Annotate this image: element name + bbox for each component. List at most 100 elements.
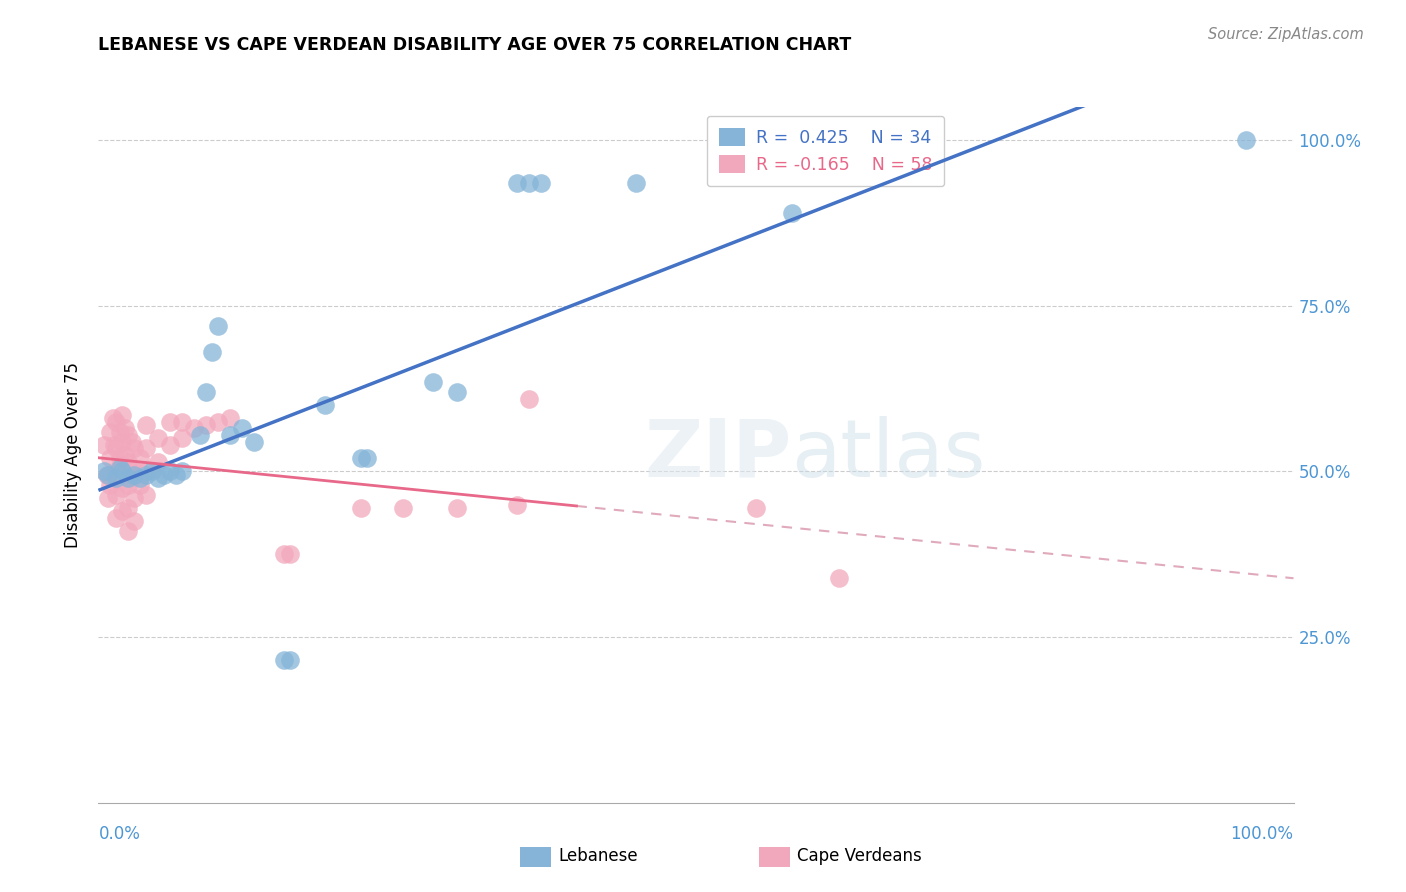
Point	[129, 477, 152, 491]
Text: Lebanese: Lebanese	[558, 847, 638, 865]
Point	[273, 547, 295, 561]
Point	[172, 431, 194, 445]
Point	[392, 500, 415, 515]
Point	[111, 458, 134, 472]
Point	[114, 421, 136, 435]
Point	[517, 392, 540, 406]
Point	[117, 471, 139, 485]
Text: 0.0%: 0.0%	[98, 825, 141, 843]
Point	[97, 467, 120, 482]
Point	[165, 467, 187, 482]
Point	[105, 442, 128, 456]
Point	[828, 570, 851, 584]
Point	[780, 206, 803, 220]
Point	[124, 467, 146, 482]
Point	[194, 384, 218, 399]
Text: Cape Verdeans: Cape Verdeans	[797, 847, 922, 865]
Point	[129, 471, 152, 485]
Point	[114, 448, 136, 462]
Point	[98, 477, 122, 491]
Point	[111, 434, 134, 449]
Point	[105, 471, 128, 485]
Point	[135, 442, 157, 456]
Point	[278, 653, 301, 667]
Text: 100.0%: 100.0%	[1230, 825, 1294, 843]
Point	[135, 465, 157, 479]
Point	[219, 428, 242, 442]
Point	[97, 491, 120, 505]
Point	[350, 451, 373, 466]
Point	[103, 438, 125, 452]
Point	[98, 451, 122, 466]
Point	[108, 425, 131, 439]
Point	[506, 176, 529, 190]
Point	[159, 415, 181, 429]
Y-axis label: Disability Age Over 75: Disability Age Over 75	[65, 362, 83, 548]
Text: atlas: atlas	[792, 416, 986, 494]
Point	[172, 465, 194, 479]
Point	[121, 434, 143, 449]
Point	[188, 428, 211, 442]
Point	[129, 451, 152, 466]
Point	[243, 434, 266, 449]
Point	[135, 418, 157, 433]
Point	[93, 465, 115, 479]
Point	[121, 461, 143, 475]
Point	[101, 411, 124, 425]
Point	[231, 421, 253, 435]
Point	[517, 176, 540, 190]
Point	[96, 467, 118, 482]
Point	[626, 176, 648, 190]
Legend: R =  0.425    N = 34, R = -0.165    N = 58: R = 0.425 N = 34, R = -0.165 N = 58	[707, 116, 945, 186]
Point	[201, 345, 224, 359]
Point	[148, 454, 170, 468]
Point	[159, 438, 181, 452]
Point	[117, 524, 139, 538]
Point	[159, 465, 181, 479]
Text: ZIP: ZIP	[644, 416, 792, 494]
Point	[356, 451, 378, 466]
Point	[124, 491, 146, 505]
Point	[108, 461, 131, 475]
Point	[105, 511, 128, 525]
Point	[117, 428, 139, 442]
Point	[117, 477, 139, 491]
Point	[194, 418, 218, 433]
Point	[117, 500, 139, 515]
Point	[148, 471, 170, 485]
Point	[315, 398, 337, 412]
Point	[148, 431, 170, 445]
Point	[506, 498, 529, 512]
Point	[207, 318, 229, 333]
Point	[111, 504, 134, 518]
Point	[278, 547, 301, 561]
Point	[141, 465, 163, 479]
Point	[124, 467, 146, 482]
Point	[111, 465, 134, 479]
Point	[135, 467, 157, 482]
Point	[172, 415, 194, 429]
Point	[446, 500, 468, 515]
Text: LEBANESE VS CAPE VERDEAN DISABILITY AGE OVER 75 CORRELATION CHART: LEBANESE VS CAPE VERDEAN DISABILITY AGE …	[98, 36, 852, 54]
Point	[111, 408, 134, 422]
Point	[108, 451, 131, 466]
Point	[219, 411, 242, 425]
Text: Source: ZipAtlas.com: Source: ZipAtlas.com	[1208, 27, 1364, 42]
Point	[745, 500, 768, 515]
Point	[117, 454, 139, 468]
Point	[124, 442, 146, 456]
Point	[111, 481, 134, 495]
Point	[105, 465, 128, 479]
Point	[105, 488, 128, 502]
Point	[1234, 133, 1257, 147]
Point	[135, 488, 157, 502]
Point	[207, 415, 229, 429]
Point	[273, 653, 295, 667]
Point	[105, 415, 128, 429]
Point	[153, 467, 176, 482]
Point	[183, 421, 205, 435]
Point	[529, 176, 551, 190]
Point	[124, 514, 146, 528]
Point	[93, 438, 115, 452]
Point	[350, 500, 373, 515]
